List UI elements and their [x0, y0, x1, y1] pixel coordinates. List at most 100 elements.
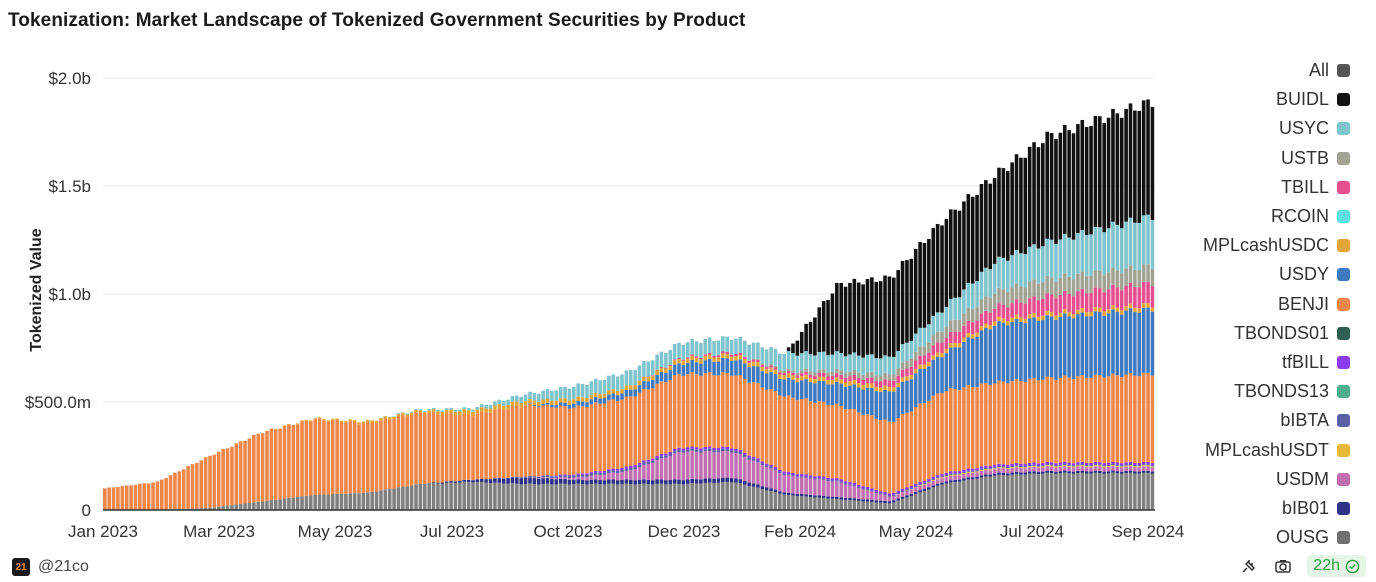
bar-segment-mplcashusdc[interactable]: [734, 356, 738, 361]
bar-segment-tfbill[interactable]: [629, 465, 633, 469]
bar-segment-tfbill[interactable]: [1106, 462, 1111, 465]
bar-segment-usdm[interactable]: [1146, 466, 1150, 471]
bar-segment-mplcashusdc[interactable]: [1102, 311, 1106, 316]
bar-segment-usdy[interactable]: [966, 337, 971, 386]
bar-segment-tbill[interactable]: [703, 354, 708, 356]
bar-segment-benji[interactable]: [580, 406, 585, 474]
bar-segment-benji[interactable]: [703, 373, 708, 447]
bar-segment-benji[interactable]: [843, 409, 848, 482]
bar-segment-usyc[interactable]: [506, 399, 510, 405]
bar-segment-usdm[interactable]: [957, 475, 962, 480]
bar-segment-tfbill[interactable]: [804, 474, 808, 477]
bar-segment-bibta[interactable]: [883, 494, 887, 496]
bar-segment-benji[interactable]: [615, 401, 620, 469]
bar-segment-mplcashusdc[interactable]: [694, 357, 699, 363]
bar-segment-benji[interactable]: [685, 374, 690, 448]
bar-segment-usyc[interactable]: [418, 409, 423, 411]
bar-segment-bibta[interactable]: [699, 450, 703, 453]
bar-segment-usyc[interactable]: [712, 340, 716, 356]
bar-segment-benji[interactable]: [1076, 376, 1080, 463]
bar-segment-bib01[interactable]: [1119, 471, 1124, 474]
bar-segment-bib01[interactable]: [593, 479, 598, 484]
bar-segment-usyc[interactable]: [589, 381, 594, 395]
bar-segment-mplcashusdc[interactable]: [1036, 316, 1041, 321]
bar-segment-buidl[interactable]: [979, 184, 984, 272]
bar-segment-tfbill[interactable]: [1010, 463, 1014, 467]
bar-segment-tbill[interactable]: [1049, 294, 1054, 313]
bar-segment-bibta[interactable]: [690, 448, 694, 451]
bar-segment-ustb[interactable]: [1093, 270, 1098, 288]
bar-segment-tfbill[interactable]: [1032, 462, 1036, 465]
bar-segment-buidl[interactable]: [1027, 146, 1032, 247]
bar-segment-bibta[interactable]: [953, 473, 957, 475]
bar-segment-tfbill[interactable]: [808, 475, 813, 478]
bar-segment-usyc[interactable]: [1010, 255, 1014, 288]
bar-segment-bibta[interactable]: [1102, 465, 1106, 467]
bar-segment-mplcashusdc[interactable]: [493, 405, 497, 410]
bar-segment-mplcashusdt[interactable]: [1054, 466, 1058, 468]
bar-segment-usdy[interactable]: [576, 401, 580, 406]
bar-segment-ustb[interactable]: [1014, 283, 1019, 300]
bar-segment-benji[interactable]: [611, 399, 616, 469]
bar-segment-usdy[interactable]: [1071, 318, 1076, 380]
bar-segment-ousg[interactable]: [572, 484, 576, 510]
bar-segment-bib01[interactable]: [668, 480, 673, 485]
bar-segment-mplcashusdc[interactable]: [1128, 303, 1133, 309]
bar-segment-tbill[interactable]: [870, 377, 874, 384]
bar-segment-tfbill[interactable]: [655, 455, 659, 458]
bar-segment-buidl[interactable]: [791, 343, 795, 354]
bar-segment-mplcashusdc[interactable]: [655, 370, 659, 375]
bar-segment-usdy[interactable]: [913, 373, 918, 407]
bar-segment-usyc[interactable]: [479, 404, 484, 408]
bar-segment-tbill[interactable]: [773, 367, 778, 370]
bar-segment-tfbill[interactable]: [953, 471, 957, 474]
bar-segment-usdy[interactable]: [900, 381, 905, 414]
bar-segment-buidl[interactable]: [835, 282, 839, 352]
bar-segment-benji[interactable]: [672, 375, 677, 449]
bar-segment-usdm[interactable]: [905, 490, 909, 496]
bar-segment-usdy[interactable]: [883, 389, 887, 420]
bar-segment-tbill[interactable]: [1071, 296, 1076, 315]
bar-segment-mplcashusdc[interactable]: [712, 357, 716, 362]
bar-segment-bibta[interactable]: [1093, 464, 1098, 466]
bar-segment-usdm[interactable]: [541, 477, 545, 479]
bar-segment-ousg[interactable]: [234, 504, 239, 510]
bar-segment-ustb[interactable]: [966, 307, 971, 321]
bar-segment-bib01[interactable]: [957, 479, 962, 482]
bar-segment-bib01[interactable]: [1058, 471, 1063, 474]
bar-segment-mplcashusdc[interactable]: [808, 377, 813, 383]
bar-segment-ousg[interactable]: [598, 484, 602, 510]
bar-segment-usdm[interactable]: [896, 494, 900, 499]
bar-segment-bib01[interactable]: [760, 486, 765, 490]
bar-segment-bib01[interactable]: [1076, 470, 1080, 474]
bar-segment-ousg[interactable]: [558, 483, 563, 510]
bar-segment-usdm[interactable]: [808, 478, 813, 495]
bar-segment-bib01[interactable]: [576, 479, 580, 484]
bar-segment-ousg[interactable]: [216, 506, 221, 510]
bar-segment-usdy[interactable]: [532, 404, 537, 406]
bar-segment-usdm[interactable]: [620, 472, 624, 480]
bar-segment-bibta[interactable]: [1080, 464, 1085, 466]
bar-segment-ousg[interactable]: [431, 483, 436, 510]
bar-segment-benji[interactable]: [786, 395, 791, 473]
bar-segment-mplcashusdc[interactable]: [699, 359, 703, 364]
bar-segment-tbill[interactable]: [826, 376, 830, 381]
bar-segment-ousg[interactable]: [729, 482, 734, 510]
bar-segment-mplcashusdc[interactable]: [966, 333, 971, 338]
bar-segment-bib01[interactable]: [1150, 471, 1155, 474]
bar-segment-usdy[interactable]: [944, 353, 949, 392]
bar-segment-tfbill[interactable]: [633, 465, 637, 468]
bar-segment-mplcashusdt[interactable]: [944, 476, 949, 478]
bar-segment-ousg[interactable]: [1080, 472, 1085, 510]
bar-segment-bib01[interactable]: [966, 477, 971, 480]
bar-segment-usdy[interactable]: [1124, 310, 1128, 375]
bar-segment-usdy[interactable]: [1133, 312, 1137, 376]
bar-segment-buidl[interactable]: [988, 183, 993, 270]
bar-segment-bibta[interactable]: [795, 476, 800, 478]
bar-segment-tfbill[interactable]: [729, 448, 734, 451]
bar-segment-usdm[interactable]: [585, 476, 589, 481]
bar-segment-benji[interactable]: [738, 374, 743, 450]
bar-segment-ustb[interactable]: [900, 362, 905, 370]
bar-segment-tfbill[interactable]: [852, 482, 857, 486]
bar-segment-ousg[interactable]: [243, 503, 247, 510]
